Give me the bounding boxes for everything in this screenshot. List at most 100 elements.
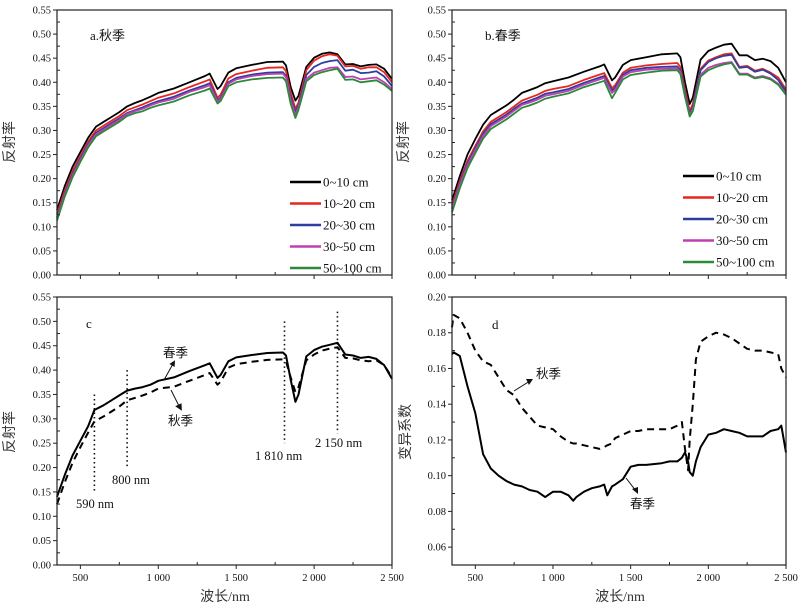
annotation-800nm: 800 nm — [112, 473, 150, 487]
y-tick-label: 0.18 — [428, 328, 446, 339]
y-tick-label: 0.30 — [33, 126, 51, 137]
y-tick-label: 0.30 — [33, 414, 51, 425]
y-tick-label: 0.50 — [33, 317, 51, 328]
series-line-c-1 — [56, 346, 393, 505]
annotation-spring: 春季 — [630, 497, 656, 511]
legend-label: 30~50 cm — [323, 239, 375, 254]
legend-label: 50~100 cm — [323, 261, 382, 276]
panel-c-title: c — [86, 316, 92, 331]
x-tick-label: 2 500 — [380, 573, 404, 584]
panel-d: 0.06 0.08 0.10 0.12 0.14 0.16 0.18 0.20 500 1 000… — [398, 293, 798, 606]
x-tick-label: 2 000 — [697, 573, 721, 584]
panel-d-annotations: 秋季 春季 — [513, 367, 656, 511]
y-tick-label: 0.10 — [428, 222, 446, 233]
panel-a-lines — [56, 51, 393, 221]
panel-a-axes: 0.00 0.05 0.10 0.15 0.20 0.25 0.30 0.35 0.40 0.45… — [33, 6, 393, 282]
panel-c-ylabel: 反射率 — [1, 411, 18, 453]
y-tick-label: 0.05 — [33, 536, 51, 547]
y-tick-label: 0.55 — [33, 6, 51, 17]
x-tick-label: 500 — [467, 573, 483, 584]
panel-a-legend: 0~10 cm 10~20 cm 20~30 cm 30~50 cm 50~100 cm — [290, 175, 382, 276]
series-line-a-0 — [56, 51, 393, 211]
y-tick-label: 0.50 — [428, 30, 446, 41]
legend-label: 20~30 cm — [323, 218, 375, 233]
y-tick-label: 0.00 — [33, 561, 51, 572]
plot-frame — [56, 296, 393, 566]
y-tick-label: 0.40 — [428, 78, 446, 89]
y-tick-label: 0.35 — [33, 390, 51, 401]
y-tick-label: 0.45 — [33, 54, 51, 65]
legend-label: 30~50 cm — [716, 233, 768, 248]
panel-b: 0.00 0.05 0.10 0.15 0.20 0.25 0.30 0.35 0.40 0.45… — [395, 6, 787, 282]
y-tick-label: 0.35 — [33, 102, 51, 113]
annotation-spring-arrowhead — [169, 360, 175, 367]
series-line-a-3 — [56, 66, 393, 219]
y-tick-label: 0.50 — [33, 30, 51, 41]
y-tick-label: 0.40 — [33, 78, 51, 89]
y-tick-label: 0.55 — [33, 293, 51, 304]
panel-b-axes: 0.00 0.05 0.10 0.15 0.20 0.25 0.30 0.35 0.40 0.45… — [428, 6, 787, 282]
legend-label: 0~10 cm — [716, 169, 762, 184]
y-tick-label: 0.06 — [428, 543, 446, 554]
y-tick-label: 0.10 — [33, 512, 51, 523]
y-tick-label: 0.15 — [33, 198, 51, 209]
series-line-b-2 — [451, 53, 787, 208]
y-tick-label: 0.45 — [33, 341, 51, 352]
panel-d-xlabel: 波长/nm — [595, 589, 645, 605]
y-tick-label: 0.10 — [33, 222, 51, 233]
panel-b-lines — [451, 42, 787, 213]
plot-frame — [451, 296, 787, 566]
y-tick-label: 0.15 — [33, 487, 51, 498]
annotation-spring-arrowhead — [632, 487, 638, 494]
y-tick-label: 0.00 — [428, 271, 446, 282]
x-tick-label: 2 500 — [774, 573, 798, 584]
legend-label: 50~100 cm — [716, 255, 775, 270]
panel-d-axes: 0.06 0.08 0.10 0.12 0.14 0.16 0.18 0.20 500 1 000… — [428, 293, 798, 585]
annotation-autumn-arrow — [513, 380, 531, 392]
y-tick-label: 0.20 — [33, 174, 51, 185]
x-tick-label: 1 000 — [541, 573, 565, 584]
panel-c-axes: 0.00 0.05 0.10 0.15 0.20 0.25 0.30 0.35 0.40 0.45… — [33, 293, 404, 585]
series-line-b-0 — [451, 42, 787, 201]
y-tick-label: 0.45 — [428, 54, 446, 65]
panel-d-lines — [451, 313, 787, 502]
panel-d-title: d — [492, 317, 499, 332]
legend-label: 20~30 cm — [716, 212, 768, 227]
y-tick-label: 0.25 — [33, 439, 51, 450]
panel-c: 0.00 0.05 0.10 0.15 0.20 0.25 0.30 0.35 0.40 0.45… — [1, 293, 404, 606]
annotation-autumn: 秋季 — [168, 414, 194, 428]
panel-b-title: b.春季 — [485, 28, 521, 43]
series-line-a-1 — [56, 53, 393, 215]
panel-b-legend: 0~10 cm 10~20 cm 20~30 cm 30~50 cm 50~100 cm — [683, 169, 775, 270]
x-tick-label: 500 — [72, 573, 88, 584]
panel-b-ylabel: 反射率 — [395, 121, 412, 163]
y-tick-label: 0.05 — [33, 246, 51, 257]
x-tick-label: 1 500 — [619, 573, 643, 584]
annotation-autumn: 秋季 — [536, 367, 562, 381]
y-tick-label: 0.35 — [428, 102, 446, 113]
panel-a: 0.00 0.05 0.10 0.15 0.20 0.25 0.30 0.35 0.40 0.45… — [1, 6, 393, 282]
series-line-d-0 — [451, 351, 787, 502]
annotation-autumn-arrowhead — [526, 379, 533, 385]
panel-d-ylabel: 变异系数 — [398, 404, 414, 460]
annotation-autumn-arrowhead — [175, 403, 182, 411]
y-tick-label: 0.12 — [428, 435, 446, 446]
y-tick-label: 0.25 — [33, 150, 51, 161]
annotation-590nm: 590 nm — [76, 497, 114, 511]
plot-frame — [56, 9, 393, 276]
x-tick-label: 1 000 — [146, 573, 170, 584]
y-tick-label: 0.00 — [33, 271, 51, 282]
y-tick-label: 0.16 — [428, 364, 446, 375]
y-tick-label: 0.08 — [428, 507, 446, 518]
annotation-1810nm: 1 810 nm — [255, 449, 303, 463]
annotation-spring: 春季 — [163, 346, 189, 360]
y-tick-label: 0.10 — [428, 471, 446, 482]
legend-label: 0~10 cm — [323, 175, 369, 190]
series-line-a-2 — [56, 59, 393, 218]
panel-a-title: a.秋季 — [90, 28, 125, 43]
series-line-c-0 — [56, 341, 393, 498]
y-tick-label: 0.14 — [428, 400, 447, 411]
panel-c-xlabel: 波长/nm — [200, 589, 250, 605]
y-tick-label: 0.40 — [33, 366, 51, 377]
series-line-b-3 — [451, 61, 787, 210]
